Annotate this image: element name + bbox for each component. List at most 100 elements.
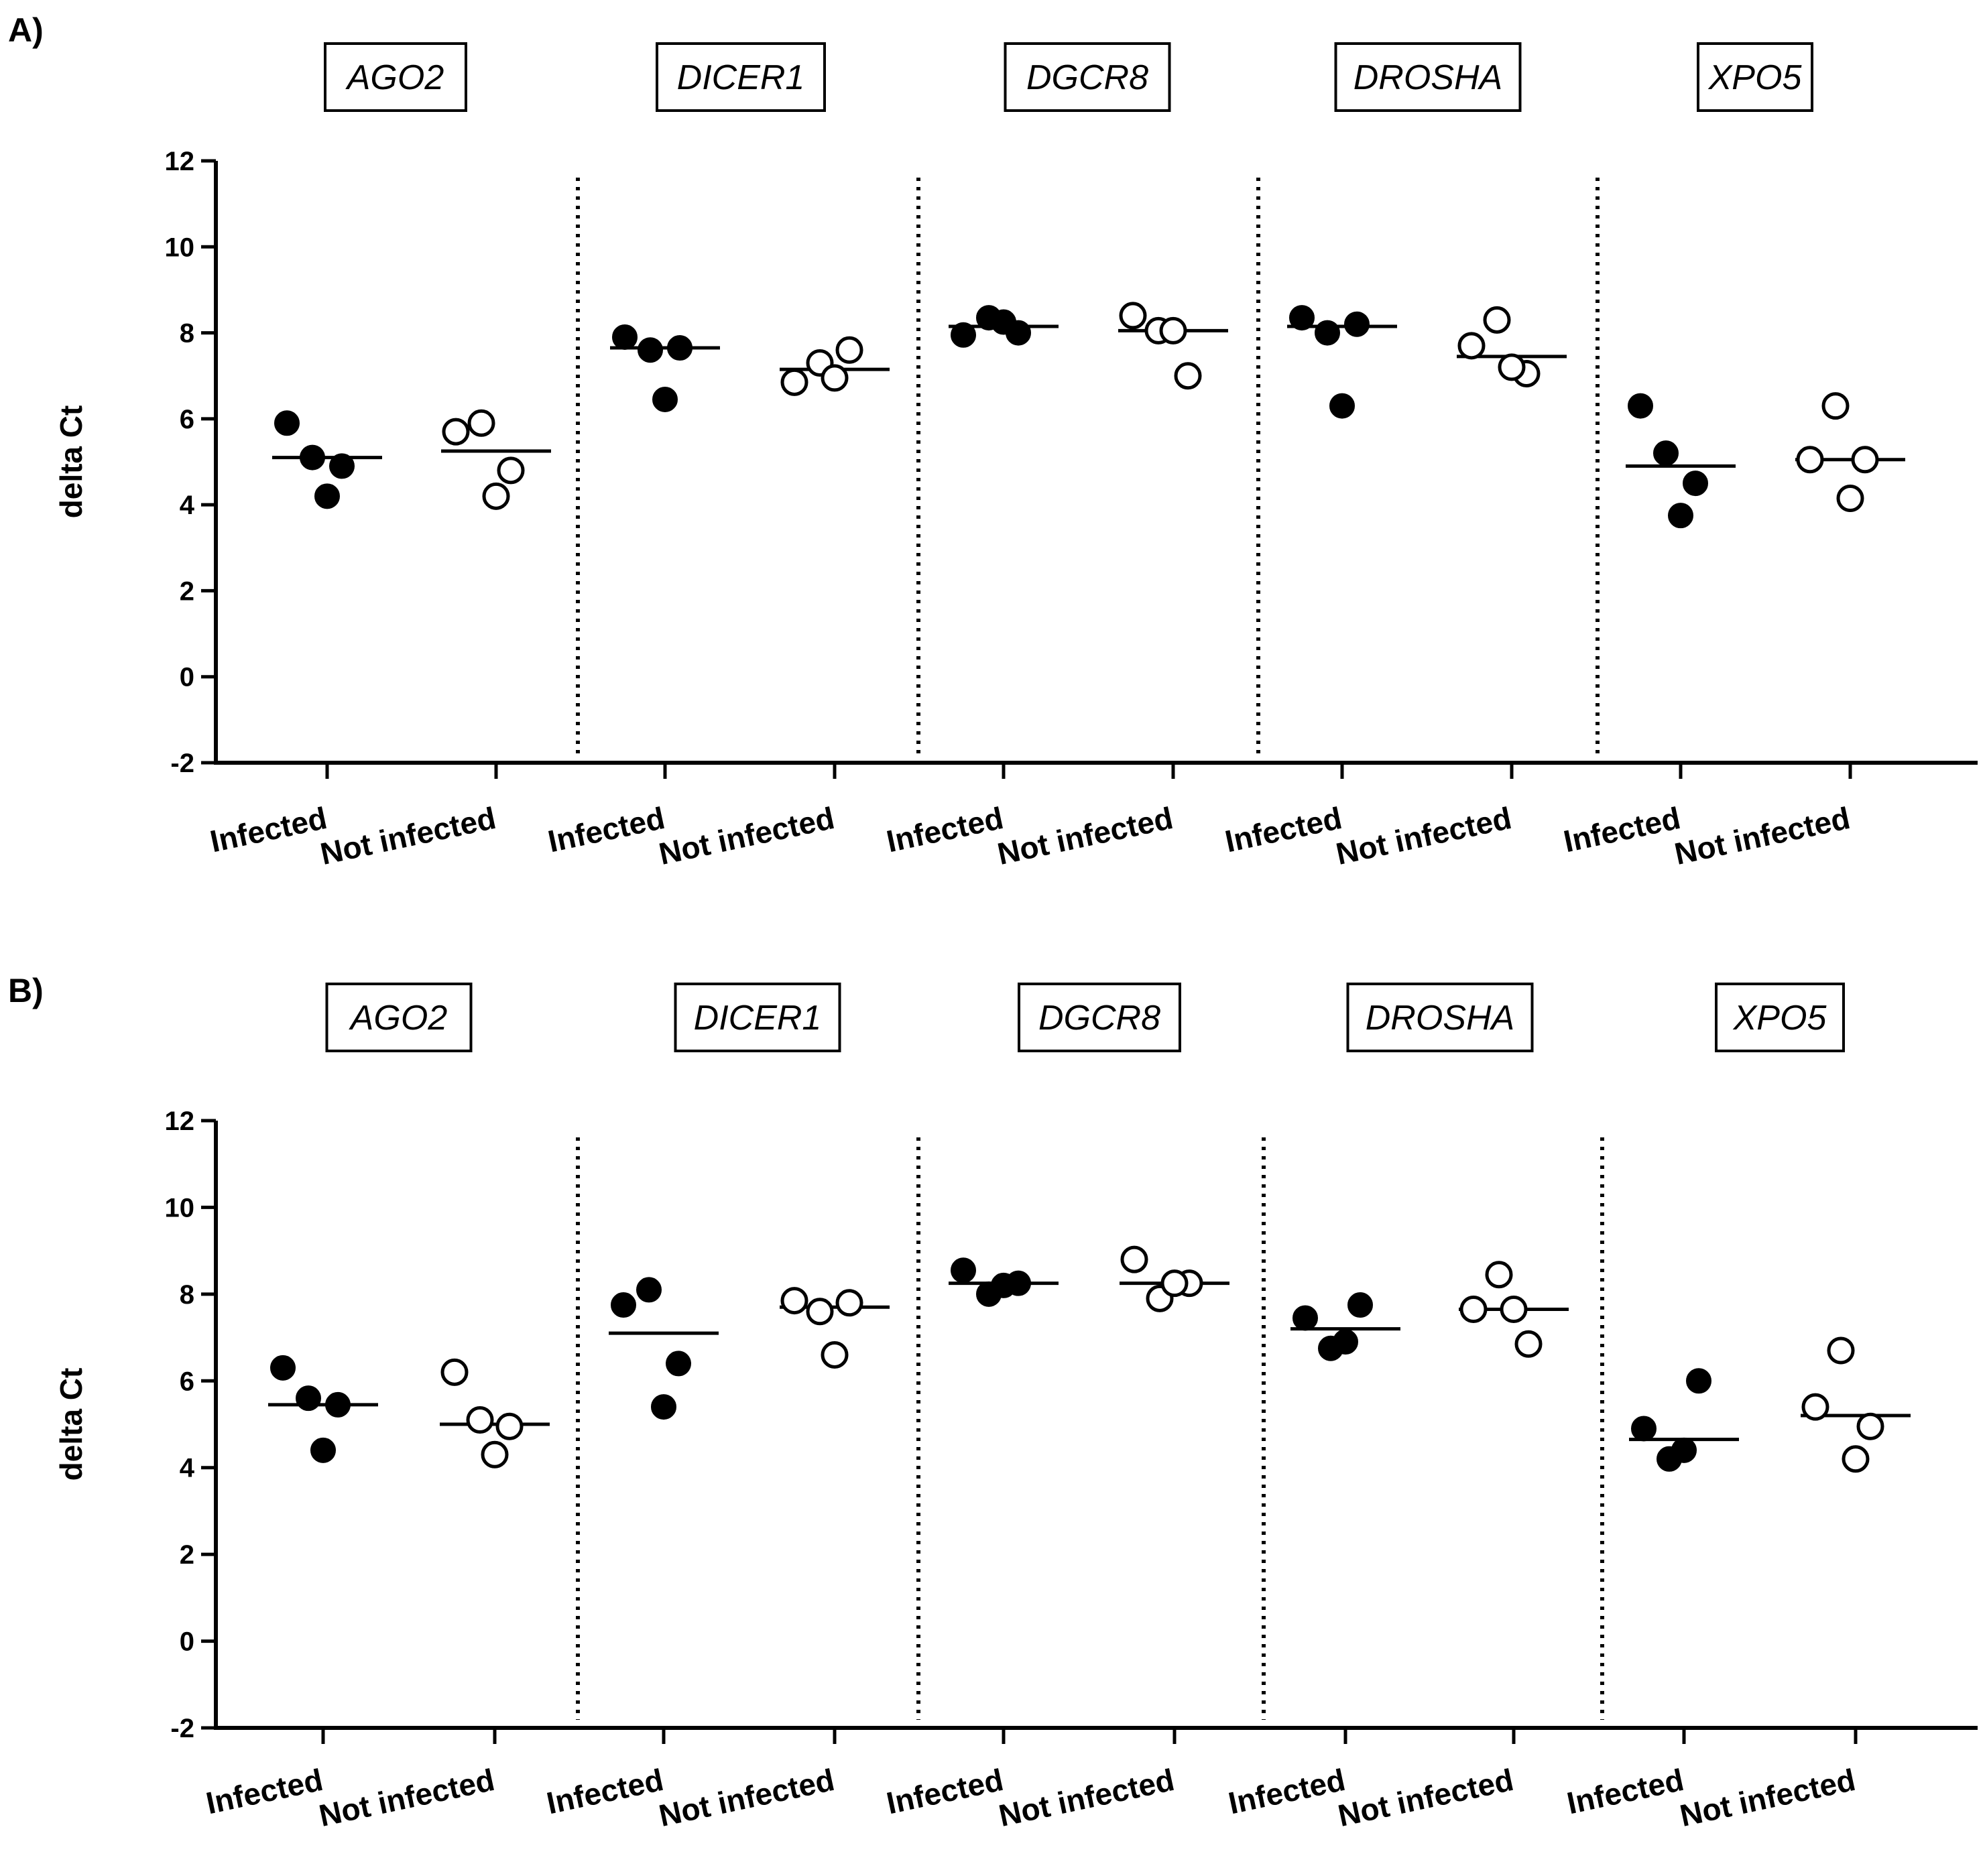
y-tick-label: 8: [180, 1280, 194, 1310]
not-infected-point: [1120, 1245, 1148, 1273]
not-infected-point: [821, 1340, 849, 1369]
not-infected-point: [1836, 485, 1864, 513]
infected-point: [951, 322, 976, 348]
infected-point: [1333, 1329, 1358, 1355]
infected-point: [612, 324, 638, 350]
not-infected-point: [1796, 446, 1824, 474]
gene-box: [1018, 983, 1181, 1052]
y-tick-label: 4: [180, 1454, 195, 1483]
x-category-label: Infected: [203, 1762, 326, 1821]
gene-box: [1334, 42, 1522, 112]
infected-point: [638, 337, 663, 363]
infected-point: [300, 444, 325, 471]
not-infected-point: [495, 1412, 524, 1440]
x-category-label: Infected: [207, 800, 330, 859]
infected-point: [310, 1437, 336, 1463]
y-tick-label: 6: [180, 405, 194, 434]
not-infected-point: [1856, 1412, 1884, 1440]
infected-point: [1683, 471, 1708, 497]
not-infected-point: [1119, 302, 1147, 330]
panel-label: B): [8, 972, 44, 1009]
infected-point: [951, 1257, 976, 1284]
infected-point: [325, 1391, 351, 1418]
infected-point: [666, 1351, 691, 1377]
not-infected-point: [1801, 1393, 1829, 1421]
x-category-label: Not infected: [656, 1762, 837, 1833]
infected-point: [270, 1355, 296, 1381]
infected-point: [1628, 393, 1653, 419]
not-infected-point: [835, 1289, 863, 1317]
x-category-label: Not infected: [656, 800, 837, 871]
y-tick-label: 8: [180, 319, 194, 349]
y-tick-label: 10: [165, 1193, 195, 1223]
infected-point: [651, 1394, 676, 1420]
y-tick-label: 4: [180, 491, 195, 520]
y-tick-label: 12: [165, 147, 195, 176]
gene-title: DICER1: [677, 58, 805, 97]
y-tick-label: 2: [180, 1540, 194, 1570]
panel-b: B) AGO2 DICER1 DGCR8 DROSHA XPO5 -2 0 2 4 6 8 10 12 de…: [8, 972, 1978, 1833]
gene-title: XPO5: [1708, 58, 1803, 97]
x-category-label: Infected: [544, 1762, 666, 1821]
y-tick-label: 12: [165, 1107, 195, 1136]
infected-point: [274, 410, 300, 436]
not-infected-point: [1500, 1296, 1528, 1324]
infected-point: [667, 335, 693, 361]
y-tick-label: 6: [180, 1367, 194, 1396]
x-category-label: Infected: [1225, 1762, 1348, 1821]
x-category-label: Not infected: [317, 800, 499, 871]
infected-point: [1671, 1437, 1697, 1463]
infected-point: [652, 386, 678, 412]
infected-point: [296, 1385, 321, 1412]
not-infected-point: [1821, 392, 1850, 420]
not-infected-point: [821, 364, 849, 392]
infected-point: [329, 453, 355, 479]
x-category-label: Infected: [1222, 800, 1345, 859]
not-infected-point: [1485, 1261, 1513, 1289]
y-tick-label: 10: [165, 233, 195, 262]
infected-point: [991, 1272, 1016, 1298]
infected-point: [991, 309, 1016, 335]
infected-point: [1289, 305, 1315, 331]
infected-point: [1329, 393, 1355, 419]
not-infected-point: [1459, 1296, 1488, 1324]
not-infected-point: [835, 336, 863, 364]
infected-point: [314, 483, 340, 509]
not-infected-point: [481, 1440, 509, 1468]
gene-box: [1346, 983, 1534, 1052]
not-infected-point: [1851, 446, 1879, 474]
not-infected-point: [780, 1287, 808, 1315]
gene-box: [1004, 42, 1171, 112]
infected-point: [611, 1292, 636, 1318]
not-infected-point: [1827, 1336, 1855, 1365]
y-tick-label: -2: [170, 749, 194, 778]
gene-title: DGCR8: [1026, 58, 1148, 97]
gene-title: DICER1: [694, 999, 822, 1038]
not-infected-point: [1514, 1330, 1543, 1358]
infected-point: [1631, 1416, 1657, 1442]
x-category-label: Infected: [884, 800, 1006, 859]
not-infected-point: [466, 1406, 494, 1434]
infected-point: [1653, 440, 1679, 466]
y-tick-label: 0: [180, 1627, 194, 1657]
y-axis-label: delta Ct: [54, 1368, 88, 1481]
not-infected-point: [440, 1358, 469, 1386]
x-category-label: Not infected: [1671, 800, 1853, 871]
y-tick-label: 0: [180, 663, 194, 692]
y-tick-label: 2: [180, 576, 194, 606]
gene-title: DGCR8: [1038, 999, 1160, 1038]
gene-title: AGO2: [349, 999, 448, 1038]
infected-point: [1686, 1368, 1711, 1394]
not-infected-point: [1483, 306, 1511, 334]
gene-box: [656, 42, 826, 112]
not-infected-point: [1160, 1269, 1189, 1298]
infected-point: [1292, 1305, 1318, 1331]
x-category-label: Infected: [884, 1762, 1006, 1821]
gene-box: [1697, 42, 1813, 112]
infected-point: [1668, 503, 1693, 529]
y-tick-label: -2: [170, 1714, 194, 1743]
not-infected-point: [780, 368, 808, 396]
not-infected-point: [497, 456, 525, 485]
x-category-label: Infected: [545, 800, 668, 859]
